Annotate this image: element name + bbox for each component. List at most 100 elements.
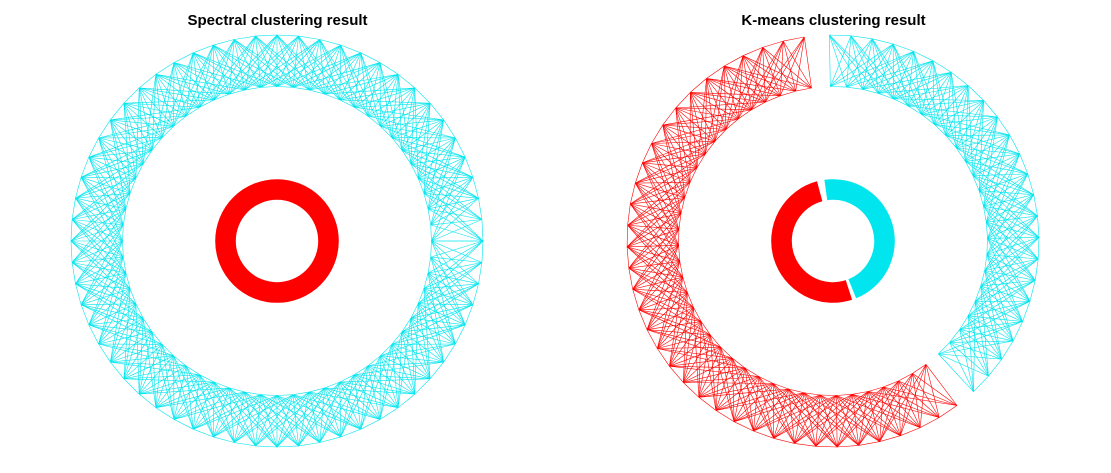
edge-line [192, 52, 230, 95]
edge-line [632, 261, 680, 290]
edge-line [71, 240, 123, 263]
edge-line [423, 103, 431, 194]
edge-line [244, 391, 261, 395]
edge-line [956, 147, 1020, 155]
edge-line [75, 198, 127, 274]
edge-line [892, 43, 922, 115]
edge-line [986, 194, 1034, 223]
edge-line [276, 39, 321, 87]
edge-line [298, 35, 320, 40]
edge-line [173, 62, 187, 117]
edge-line [123, 257, 127, 274]
edge-line [780, 90, 796, 97]
edge-line [431, 219, 483, 242]
edge-line [758, 376, 774, 439]
edge-line [110, 344, 163, 363]
edge-line [397, 393, 415, 408]
edge-line [972, 116, 998, 176]
edge-line [391, 331, 403, 345]
edge-line [430, 256, 479, 285]
edge-line [683, 367, 746, 383]
edge-line [110, 103, 125, 121]
edge-line [714, 129, 727, 142]
edge-line [983, 206, 987, 223]
edge-line [391, 87, 416, 138]
edge-line [75, 272, 126, 285]
edge-line [651, 129, 727, 144]
edge-line [980, 280, 1036, 287]
edge-line [410, 87, 416, 164]
edge-line [683, 307, 694, 383]
edge-line [967, 258, 1039, 317]
edge-line [1029, 280, 1036, 302]
edge-line [414, 87, 431, 104]
edge-line [380, 355, 431, 380]
edge-line [683, 346, 721, 383]
edge-line [628, 267, 688, 293]
edge-line [795, 87, 812, 92]
edge-line [410, 318, 456, 345]
edge-line [430, 240, 432, 258]
edge-line [690, 92, 727, 130]
edge-line [380, 102, 431, 127]
edge-line [715, 358, 733, 411]
edge-line [430, 256, 474, 305]
edge-line [938, 340, 1014, 355]
edge-line [339, 381, 381, 420]
edge-line [683, 321, 702, 383]
edge-line [696, 153, 706, 169]
edge-line [724, 65, 796, 92]
edge-line [972, 153, 1020, 176]
edge-line [244, 39, 320, 91]
edge-line [945, 116, 998, 136]
edge-line [70, 177, 137, 242]
edge-line [669, 277, 684, 367]
edge-line [308, 391, 361, 430]
edge-line [879, 435, 901, 442]
edge-line [431, 240, 474, 305]
edge-line [427, 208, 484, 242]
edge-line [836, 395, 901, 436]
edge-line [662, 124, 698, 169]
edge-line [868, 391, 958, 406]
edge-line [75, 208, 127, 284]
edge-line [988, 359, 1002, 377]
edge-line [742, 55, 781, 97]
edge-line [213, 381, 256, 447]
edge-line [308, 391, 341, 438]
edge-line [651, 143, 691, 183]
edge-line [751, 101, 766, 111]
edge-line [753, 392, 805, 432]
edge-line [925, 364, 940, 418]
edge-line [260, 34, 278, 88]
edge-line [339, 74, 399, 101]
edge-line [298, 442, 320, 447]
edge-line [715, 367, 746, 411]
edge-line [862, 51, 914, 90]
edge-line [627, 213, 682, 226]
edge-line [193, 52, 262, 88]
edge-line [883, 386, 901, 436]
edge-line [360, 52, 381, 63]
edge-line [234, 391, 310, 443]
edge-line [427, 177, 474, 210]
edge-line [657, 292, 688, 349]
edge-line [401, 137, 456, 151]
edge-line [974, 301, 1014, 342]
edge-line [819, 394, 859, 446]
edge-line [723, 66, 739, 120]
edge-line [632, 276, 683, 290]
edge-line [669, 365, 746, 369]
edge-line [984, 254, 988, 271]
edge-line [234, 442, 256, 447]
edge-line [185, 52, 194, 117]
edge-line [1009, 134, 1020, 155]
edge-line [912, 373, 921, 428]
edge-line [276, 391, 310, 448]
edge-line [213, 45, 230, 95]
edge-line [945, 134, 1010, 136]
edge-line [186, 106, 200, 117]
edge-line [635, 167, 697, 184]
edge-line [893, 60, 934, 100]
edge-line [883, 386, 958, 406]
